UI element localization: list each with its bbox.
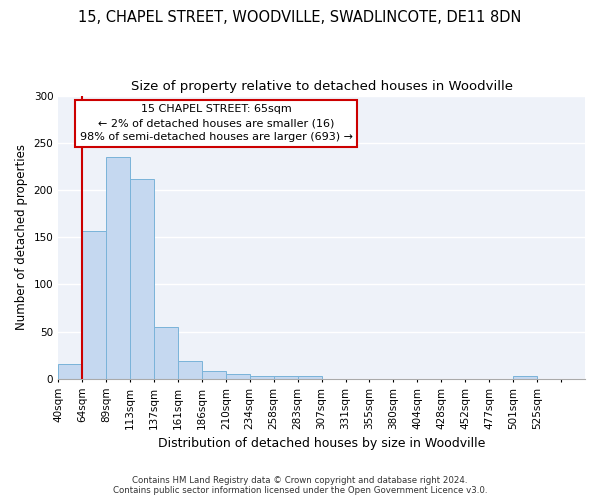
Bar: [274, 376, 298, 379]
Bar: [250, 376, 274, 379]
X-axis label: Distribution of detached houses by size in Woodville: Distribution of detached houses by size …: [158, 437, 485, 450]
Bar: [202, 372, 226, 379]
Bar: [58, 364, 82, 379]
Y-axis label: Number of detached properties: Number of detached properties: [15, 144, 28, 330]
Title: Size of property relative to detached houses in Woodville: Size of property relative to detached ho…: [131, 80, 512, 93]
Bar: [106, 157, 130, 379]
Bar: [82, 230, 106, 379]
Bar: [130, 178, 154, 379]
Bar: [226, 374, 250, 379]
Bar: [298, 376, 322, 379]
Bar: [513, 376, 537, 379]
Text: Contains HM Land Registry data © Crown copyright and database right 2024.
Contai: Contains HM Land Registry data © Crown c…: [113, 476, 487, 495]
Text: 15, CHAPEL STREET, WOODVILLE, SWADLINCOTE, DE11 8DN: 15, CHAPEL STREET, WOODVILLE, SWADLINCOT…: [79, 10, 521, 25]
Text: 15 CHAPEL STREET: 65sqm
← 2% of detached houses are smaller (16)
98% of semi-det: 15 CHAPEL STREET: 65sqm ← 2% of detached…: [80, 104, 353, 142]
Bar: [178, 361, 202, 379]
Bar: [154, 327, 178, 379]
